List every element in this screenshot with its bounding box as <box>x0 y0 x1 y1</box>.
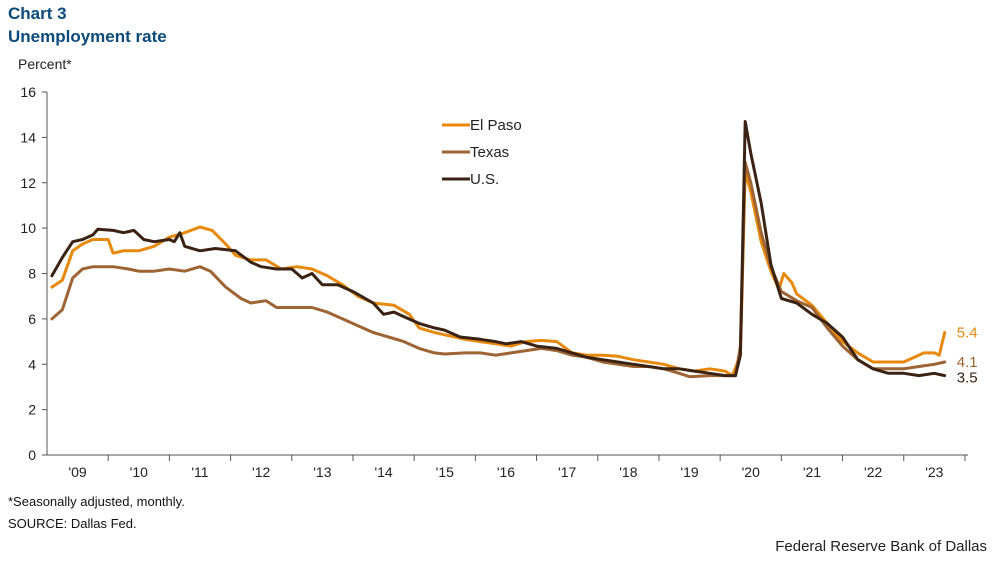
x-tick-label: '12 <box>252 464 270 480</box>
y-axis-label: Percent* <box>18 56 72 72</box>
credit-text: Federal Reserve Bank of Dallas <box>775 538 987 555</box>
legend-label: El Paso <box>470 117 522 134</box>
series-line-texas <box>50 160 947 379</box>
legend-label: U.S. <box>470 171 499 188</box>
end-value-label: 4.1 <box>957 354 978 371</box>
y-tick-label: 0 <box>28 447 36 463</box>
x-tick-label: '13 <box>313 464 331 480</box>
x-tick-label: '20 <box>742 464 760 480</box>
chart-label: Chart 3 <box>8 4 67 23</box>
x-tick-label: '11 <box>191 464 208 480</box>
x-tick-label: '23 <box>925 464 943 480</box>
x-tick-label: '10 <box>130 464 148 480</box>
y-tick-label: 2 <box>28 402 36 418</box>
x-tick-label: '16 <box>497 464 515 480</box>
y-tick-label: 14 <box>20 129 36 145</box>
end-value-label: 3.5 <box>957 370 978 387</box>
y-tick-label: 16 <box>20 84 36 100</box>
x-tick-label: '15 <box>436 464 454 480</box>
y-tick-label: 12 <box>20 175 36 191</box>
x-tick-label: '17 <box>558 464 576 480</box>
x-tick-label: '21 <box>803 464 821 480</box>
x-tick-label: '22 <box>864 464 882 480</box>
x-tick-label: '14 <box>374 464 392 480</box>
y-tick-label: 10 <box>20 220 36 236</box>
end-value-label: 5.4 <box>957 324 978 341</box>
x-tick-label: '09 <box>68 464 86 480</box>
y-tick-label: 6 <box>28 311 36 327</box>
series-line-u-s <box>50 120 947 378</box>
x-tick-label: '18 <box>619 464 637 480</box>
source-note: SOURCE: Dallas Fed. <box>8 516 137 531</box>
series-line-el-paso <box>50 169 947 378</box>
footnote: *Seasonally adjusted, monthly. <box>8 494 185 509</box>
legend-label: Texas <box>470 144 509 161</box>
y-tick-label: 8 <box>28 266 36 282</box>
y-tick-label: 4 <box>28 356 36 372</box>
plot-area: 0 2 4 6 8 10 12 14 16 '09 '10 '11 '12 '13 '14 '15 '16 '17… <box>20 84 977 480</box>
chart-title: Unemployment rate <box>8 27 167 46</box>
x-tick-label: '19 <box>680 464 698 480</box>
